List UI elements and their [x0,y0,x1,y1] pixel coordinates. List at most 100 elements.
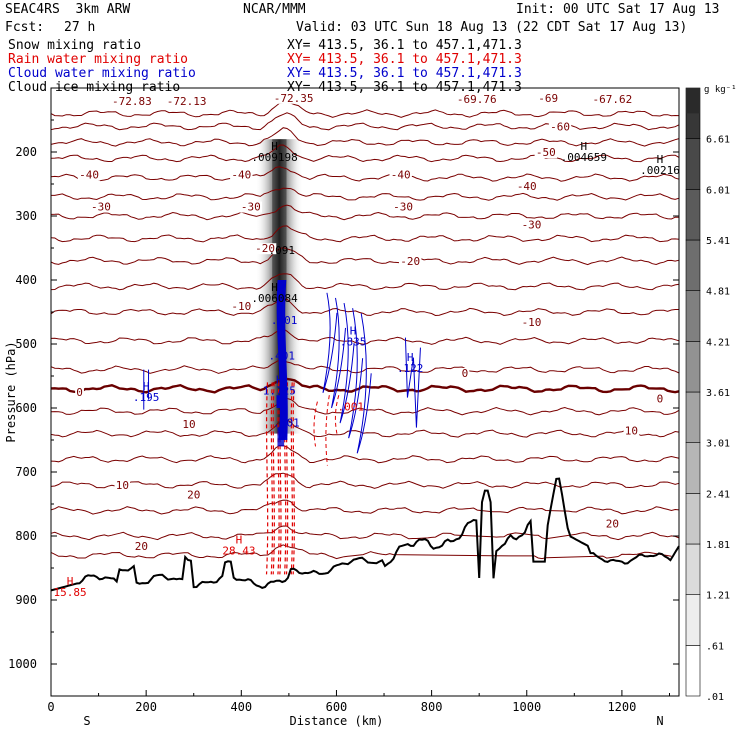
isotherm-line [50,298,679,317]
colorbar-cell [685,290,701,342]
cloud-water-contour [322,292,338,393]
colorbar-tick-label: 4.21 [706,337,730,348]
extremum-marker: H [271,281,278,294]
colorbar: .01 .61 1.21 1.81 2.41 3.01 3.61 4.21 4.81 5.41 6.… [685,85,737,703]
isotherm-label-bg [534,147,557,159]
colorbar-tick-label: 6.61 [706,135,730,146]
isotherm-label-bg [548,121,572,133]
snow-core-dark [272,139,287,300]
x-axis-label: Distance (km) [289,714,383,728]
isotherm-label-bg [398,256,422,267]
y-tick-label: 700 [15,465,37,479]
isotherm-line [50,444,680,464]
extremum-marker: H [657,153,664,166]
isotherm-label-bg [623,425,640,437]
isotherm-line [50,544,672,560]
freezing-level-line [50,377,680,394]
isotherm-label-bg [389,169,412,181]
extremum-value: .004659 [561,151,607,164]
isotherm-label: -40 [517,180,537,193]
isotherm-line [50,204,679,221]
extremum-value: .001 [337,401,364,414]
isotherm-label-bg [520,219,543,231]
y-tick-label: 200 [15,145,37,159]
isotherm-label: -67.62 [593,93,633,106]
y-tick-label: 300 [15,209,37,223]
isotherm-line [50,246,680,266]
extremum-value: .122 [397,362,424,375]
isotherm-line [50,225,680,243]
isotherm-line [51,187,680,201]
isotherm-label-bg [515,181,538,193]
extremum-marker: H [407,351,414,364]
colorbar-cell [685,189,701,241]
isotherm-label-bg [185,489,202,501]
contour-labels: -72.83 -72.13 -72.35 -69.76 -69 -67.62 -60 -50 -… [53,92,679,599]
colorbar-tick-label: 1.81 [706,540,730,551]
cloud-water-contour [143,369,150,410]
isotherm-label-bg [455,94,499,106]
isotherm-label-bg [391,201,415,213]
colorbar-tick-label: 2.41 [706,489,730,500]
rain-contour [325,395,330,466]
isotherm-line [50,112,680,131]
cloud-water-contour [348,308,364,439]
extremum-marker: H [271,140,278,153]
cloud-water-contour [339,302,355,424]
colorbar-tick-label: 3.01 [706,439,730,450]
extremum-marker: H [236,534,243,547]
cloud-water-contour [276,279,282,441]
extremum-value: .801 [273,417,300,430]
extremum-value: .835 [340,335,367,348]
y-tick-label: 400 [15,273,37,287]
y-axis-label: Pressure (hPa) [4,341,18,442]
colorbar-tick-label: 6.01 [706,185,730,196]
isotherm-line [50,127,680,147]
field-label-cloud-water: Cloud water mixing ratio [8,66,196,81]
isotherm-label: -72.83 [112,95,152,108]
y-tick-label: 600 [15,401,37,415]
isotherm-label: -30 [393,201,413,214]
y-tick-label: 900 [15,593,37,607]
x-tick-label: 600 [326,700,348,714]
colorbar-tick-label: .61 [706,641,724,652]
rain-contour [272,382,275,575]
extremum-marker: H [350,324,357,337]
isotherm-label-bg [75,387,84,399]
extremum-value: 1.725 [263,385,296,398]
isotherm-line [50,397,680,416]
y-tick-label: 500 [15,337,37,351]
isotherm-line [50,499,680,515]
isotherm-line [50,102,680,118]
isotherm-label: -40 [391,169,411,182]
isotherm-line [50,359,680,374]
extremum-value: .006084 [251,292,298,305]
isotherm-label: -20 [400,255,420,268]
extremum-value: .009198 [251,151,297,164]
extremum-marker: H [276,374,283,387]
forecast-label: Fcst: [5,20,45,35]
field-xy-rain: XY= 413.5, 36.1 to 457.1,471.3 [287,52,522,67]
isotherm-label-bg [230,300,253,312]
cloud-water-contour [404,337,421,428]
isotherm-line [50,472,680,489]
isotherm-label-bg [77,169,101,181]
rain-contour [265,382,269,575]
extremum-value: .091 [268,244,295,257]
valid-time: Valid: 03 UTC Sun 18 Aug 13 (22 CDT Sat … [296,20,688,35]
colorbar-tick-label: 4.81 [706,287,730,298]
isotherm-label: -40 [79,169,99,182]
isotherm-label: 0 [76,386,83,399]
y-tick-label: 800 [15,529,37,543]
extremum-value: .195 [133,391,160,404]
terrain-profile [50,477,680,592]
x-end-label-right: N [656,714,663,728]
isotherm-label-bg [239,201,263,213]
init-time: Init: 00 UTC Sat 17 Aug 13 [516,2,720,17]
x-end-label-left: S [83,714,90,728]
rain-contour [270,382,274,575]
cloud-water-contour [282,279,287,441]
isotherm-contours [50,102,680,560]
